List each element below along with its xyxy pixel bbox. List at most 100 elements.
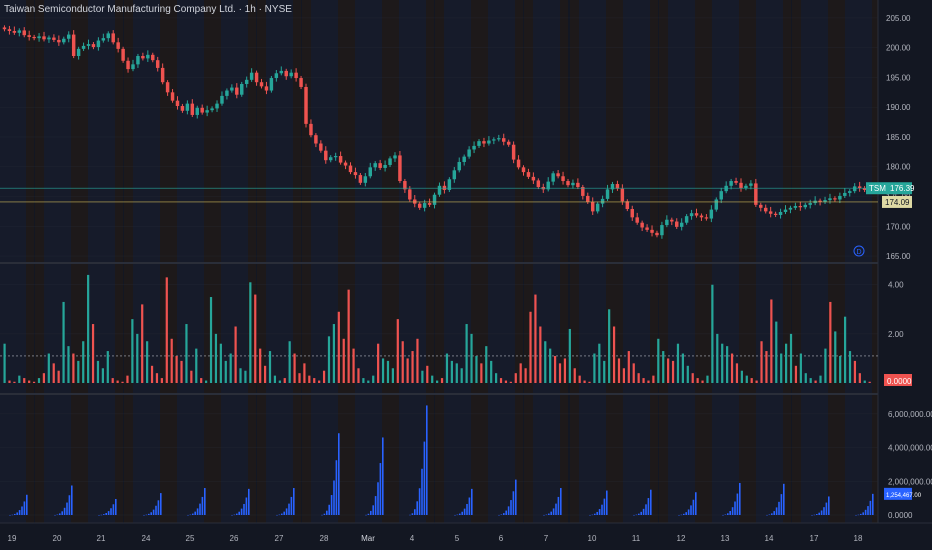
- indicator-bar: [111, 378, 114, 383]
- indicator-bar: [322, 370, 326, 383]
- indicator-bar: [396, 319, 399, 383]
- candle-body: [155, 60, 160, 68]
- indicator-bar: [495, 373, 498, 383]
- candle-body: [704, 217, 709, 219]
- candle-body: [620, 188, 625, 202]
- candle-body: [348, 165, 353, 173]
- session-band-post: [204, 0, 212, 523]
- candle-body: [442, 185, 447, 190]
- volume-bar: [545, 514, 548, 516]
- indicator-bar: [406, 358, 409, 383]
- indicator-bar: [440, 378, 444, 383]
- volume-bar: [828, 496, 830, 515]
- indicator-bar: [391, 368, 394, 383]
- session-band-pre: [435, 0, 444, 523]
- indicator-bar: [735, 363, 739, 383]
- volume-bar: [463, 508, 466, 515]
- session-band-post: [338, 0, 346, 523]
- indicator-bar: [214, 333, 218, 383]
- indicator-bar: [23, 378, 26, 383]
- indicator-bar: [195, 348, 198, 383]
- indicator-bar: [632, 363, 635, 383]
- indicator-bar: [519, 363, 522, 383]
- candle-body: [343, 162, 348, 166]
- candle-body: [536, 180, 541, 187]
- indicator-bar: [647, 380, 650, 383]
- candle-body: [546, 181, 550, 190]
- indicator-bar: [146, 341, 149, 383]
- indicator-bar: [357, 368, 360, 383]
- candle-body: [586, 195, 590, 202]
- candle-body: [783, 209, 788, 212]
- candle-body: [2, 27, 7, 30]
- volume-bar: [107, 511, 110, 515]
- candle-body: [699, 215, 704, 218]
- volume-bar: [152, 509, 155, 515]
- candle-body: [42, 36, 46, 40]
- volume-bar: [727, 513, 729, 515]
- candle-body: [615, 184, 620, 189]
- candle-body: [358, 175, 363, 183]
- indicator-bar: [785, 343, 788, 383]
- candle-body: [240, 83, 244, 95]
- session-band-pre: [212, 0, 221, 523]
- volume-tick-label: 6,000,000.00: [888, 410, 932, 419]
- candle-body: [47, 37, 51, 40]
- candle-body: [274, 73, 279, 79]
- indicator-bar: [185, 324, 188, 383]
- volume-value-label: 1,254,467.00: [886, 493, 922, 499]
- candle-body: [111, 33, 115, 43]
- candle-body: [269, 78, 274, 91]
- indicator-bar: [824, 348, 827, 383]
- indicator-bar: [367, 380, 370, 383]
- candle-body: [62, 38, 66, 43]
- volume-bar: [63, 507, 66, 515]
- volume-bar: [231, 514, 233, 516]
- session-band-pre: [524, 0, 533, 523]
- candle-body: [417, 203, 422, 208]
- session-band-pre: [703, 0, 712, 523]
- session-band-post: [783, 0, 791, 523]
- indicator-bar: [509, 381, 512, 383]
- indicator-bar: [337, 311, 340, 383]
- session-band-pre: [390, 0, 399, 523]
- candle-body: [768, 211, 773, 214]
- volume-bar: [66, 502, 68, 515]
- volume-bar: [61, 511, 63, 515]
- session-band-regular: [399, 0, 426, 523]
- candle-body: [679, 222, 684, 227]
- indicator-bar: [848, 351, 852, 383]
- volume-bar: [515, 479, 517, 515]
- volume-bar: [148, 513, 150, 515]
- time-axis: [0, 523, 932, 550]
- candle-body: [160, 67, 165, 83]
- session-band-post: [71, 0, 79, 523]
- volume-tick-label: 2,000,000.00: [888, 477, 932, 486]
- candle-body: [294, 72, 298, 79]
- volume-bar: [112, 504, 115, 515]
- candle-body: [838, 195, 842, 200]
- candle-body: [709, 209, 714, 219]
- volume-bar: [635, 514, 638, 516]
- volume-bar: [414, 509, 416, 515]
- candle-body: [304, 86, 308, 124]
- candle-body: [793, 206, 798, 208]
- candle-body: [146, 54, 150, 59]
- session-band-pre: [168, 0, 177, 523]
- session-band-regular: [533, 0, 560, 523]
- indicator-bar: [465, 324, 468, 383]
- candle-body: [843, 192, 847, 196]
- volume-bar: [466, 503, 468, 515]
- candle-body: [739, 182, 743, 189]
- candle-body: [467, 149, 471, 157]
- candle-body: [57, 39, 61, 43]
- indicator-bar: [514, 373, 517, 383]
- candle-body: [487, 140, 491, 144]
- candle-body: [338, 156, 343, 163]
- volume-bar: [9, 514, 11, 516]
- indicator-bar: [814, 380, 817, 383]
- volume-bar: [724, 514, 727, 515]
- indicator-bar: [411, 351, 414, 383]
- indicator-bar: [499, 378, 503, 383]
